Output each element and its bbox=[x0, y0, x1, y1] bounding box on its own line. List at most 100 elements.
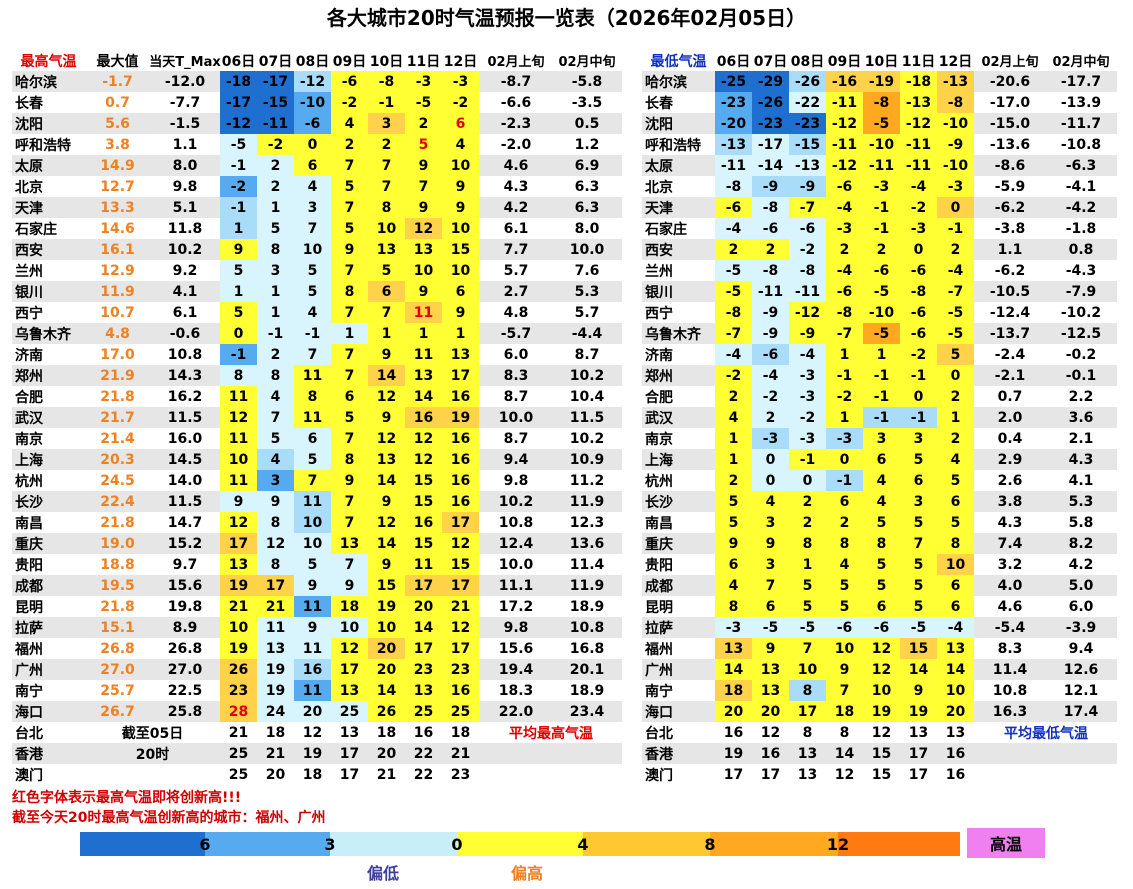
day-cell: -5 bbox=[863, 323, 900, 344]
header-cell: 最低气温 bbox=[650, 53, 707, 70]
colorbar-segment bbox=[205, 832, 330, 856]
day-cell: -6 bbox=[826, 176, 863, 197]
day-cell: -3 bbox=[442, 71, 479, 92]
day-cell: -2 bbox=[220, 176, 257, 197]
mid-feb: 9.4 bbox=[1068, 640, 1094, 657]
day-cell: 5 bbox=[863, 575, 900, 596]
mid-feb: 11.4 bbox=[569, 556, 605, 573]
day-cell: -2 bbox=[715, 365, 752, 386]
mid-feb: 12.6 bbox=[1063, 661, 1099, 678]
today-max: 14.7 bbox=[167, 514, 203, 531]
day-cell: 5 bbox=[789, 575, 826, 596]
day-cell: 25 bbox=[228, 745, 249, 762]
day-cell: -13 bbox=[937, 71, 974, 92]
day-cell: -15 bbox=[789, 134, 826, 155]
max-value: 17.0 bbox=[100, 346, 135, 363]
hot-label: 高温 bbox=[967, 828, 1045, 858]
day-cell: 17 bbox=[405, 638, 442, 659]
day-cell: 13 bbox=[368, 449, 405, 470]
header-cell: 09日 bbox=[332, 53, 367, 70]
day-cell: 1 bbox=[826, 344, 863, 365]
day-cell: 8 bbox=[257, 365, 294, 386]
day-cell: -23 bbox=[752, 113, 789, 134]
day-cell: 4 bbox=[294, 176, 331, 197]
today-max: 14.3 bbox=[167, 367, 203, 384]
day-cell: 16 bbox=[442, 428, 479, 449]
day-cell: -11 bbox=[257, 113, 294, 134]
day-cell: 9 bbox=[368, 407, 405, 428]
today-max: 15.6 bbox=[167, 577, 203, 594]
avg-note: 平均最低气温 bbox=[1004, 725, 1088, 742]
city: 台北 bbox=[15, 725, 43, 742]
day-cell: -6 bbox=[826, 617, 863, 638]
day-cell: 8 bbox=[802, 724, 813, 741]
early-feb: 9.8 bbox=[503, 619, 529, 636]
day-cell: 7 bbox=[331, 491, 368, 512]
day-cell: -1 bbox=[863, 218, 900, 239]
day-cell: 11 bbox=[257, 617, 294, 638]
day-cell: 9 bbox=[220, 491, 257, 512]
day-cell: 3 bbox=[752, 512, 789, 533]
day-cell: 20 bbox=[376, 745, 397, 762]
day-cell: 6 bbox=[442, 113, 479, 134]
early-feb: -13.7 bbox=[989, 325, 1031, 342]
day-cell: -6 bbox=[789, 218, 826, 239]
day-cell: -5 bbox=[715, 260, 752, 281]
day-cell: 16 bbox=[945, 766, 966, 783]
max-value: 19.0 bbox=[100, 535, 135, 552]
day-cell: 12 bbox=[257, 533, 294, 554]
colorbar-label: 8 bbox=[704, 834, 716, 854]
day-cell: -23 bbox=[789, 113, 826, 134]
day-cell: 1 bbox=[257, 281, 294, 302]
early-feb: 7.7 bbox=[503, 241, 529, 258]
early-feb: -5.4 bbox=[994, 619, 1026, 636]
day-cell: -5 bbox=[937, 323, 974, 344]
colorbar-label: 0 bbox=[451, 834, 463, 854]
day-cell: 17 bbox=[442, 638, 479, 659]
day-cell: -8 bbox=[900, 281, 937, 302]
day-cell: -5 bbox=[405, 92, 442, 113]
max-value: 16.1 bbox=[100, 241, 135, 258]
day-cell: 1 bbox=[789, 554, 826, 575]
day-cell: -9 bbox=[752, 302, 789, 323]
day-cell: 12 bbox=[871, 724, 892, 741]
mid-feb: 10.2 bbox=[569, 367, 605, 384]
day-cell: -25 bbox=[715, 71, 752, 92]
day-cell: 13 bbox=[752, 680, 789, 701]
mid-feb: 6.3 bbox=[574, 199, 600, 216]
header-cell: 02月中旬 bbox=[1052, 55, 1110, 70]
day-cell: 8 bbox=[294, 386, 331, 407]
day-cell: -5 bbox=[752, 617, 789, 638]
day-cell: -5 bbox=[863, 281, 900, 302]
day-cell: -6 bbox=[752, 344, 789, 365]
today-max: 15.2 bbox=[167, 535, 203, 552]
city: 拉萨 bbox=[645, 620, 673, 637]
day-cell: 1 bbox=[257, 197, 294, 218]
city: 济南 bbox=[15, 347, 43, 364]
today-max: -0.6 bbox=[169, 325, 201, 342]
early-feb: 8.3 bbox=[997, 640, 1023, 657]
low-label: 偏低 bbox=[366, 864, 399, 883]
day-cell: 9 bbox=[405, 197, 442, 218]
day-cell: 9 bbox=[442, 302, 479, 323]
early-feb: -2.0 bbox=[500, 136, 532, 153]
day-cell: 14 bbox=[834, 745, 855, 762]
day-cell: 12 bbox=[863, 659, 900, 680]
day-cell: 19 bbox=[442, 407, 479, 428]
day-cell: 3 bbox=[900, 428, 937, 449]
header-cell: 12日 bbox=[938, 53, 973, 70]
day-cell: 5 bbox=[257, 218, 294, 239]
day-cell: 9 bbox=[752, 638, 789, 659]
day-cell: 17 bbox=[257, 575, 294, 596]
day-cell: 6 bbox=[863, 596, 900, 617]
day-cell: 21 bbox=[228, 724, 249, 741]
city: 兰州 bbox=[15, 263, 43, 280]
day-cell: 7 bbox=[331, 302, 368, 323]
day-cell: -2 bbox=[257, 134, 294, 155]
header-cell: 最高气温 bbox=[20, 53, 77, 70]
header-cell: 最大值 bbox=[96, 53, 139, 70]
day-cell: 9 bbox=[294, 617, 331, 638]
mid-feb: 11.9 bbox=[569, 493, 605, 510]
mid-feb: -17.7 bbox=[1060, 73, 1102, 90]
city: 南宁 bbox=[645, 683, 673, 700]
